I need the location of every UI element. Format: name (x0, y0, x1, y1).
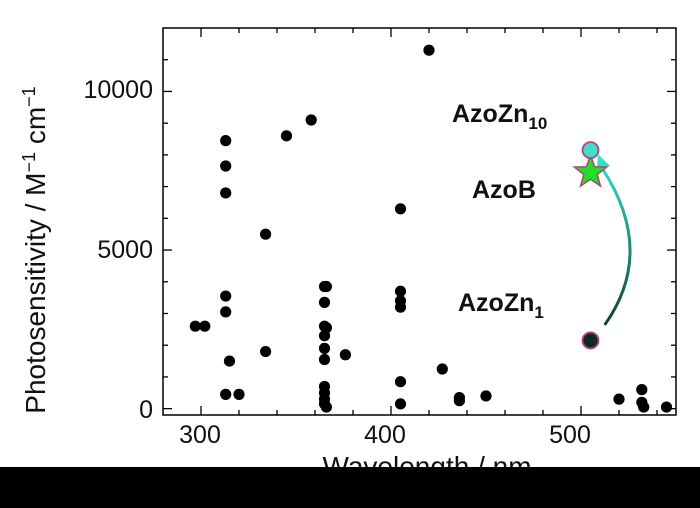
data-point (305, 114, 317, 126)
data-points (189, 44, 673, 413)
y-tick-label-10000: 10000 (83, 76, 153, 104)
x-tick-label-300: 300 (179, 421, 221, 449)
y-axis-title: Photosensitivity / M−1 cm−1 (19, 86, 51, 413)
data-point (318, 296, 331, 308)
data-point (660, 401, 673, 413)
data-point (394, 398, 407, 410)
data-point (199, 320, 211, 332)
y-tick-label-0: 0 (139, 396, 153, 424)
data-point (220, 135, 232, 147)
data-point (480, 390, 492, 402)
x-axis-title: Wavelength / nm (322, 451, 531, 467)
trend-arrow (600, 167, 632, 326)
x-tick-label-400: 400 (364, 421, 406, 449)
data-point (423, 44, 435, 56)
data-point (280, 130, 293, 142)
data-point (318, 342, 331, 354)
data-point (220, 160, 232, 172)
data-point (223, 355, 236, 367)
data-point (220, 306, 232, 318)
x-tick-label-500: 500 (549, 421, 591, 449)
data-point (436, 363, 448, 375)
data-point (339, 349, 351, 361)
highlight-circle-marker (581, 331, 600, 350)
data-point (233, 388, 245, 400)
data-point (394, 285, 407, 297)
y-tick-label-5000: 5000 (97, 236, 153, 264)
data-point (394, 301, 407, 313)
label-azozn10: AzoZn10 (452, 100, 547, 133)
highlight-circle-marker (581, 141, 600, 160)
photosensitivity-chart: AzoZn10 AzoB AzoZn1 300 400 500 0 5000 1… (19, 27, 677, 467)
data-point (638, 401, 650, 413)
label-azozn1: AzoZn1 (458, 289, 544, 322)
chart-panel: AzoZn10 AzoB AzoZn1 300 400 500 0 5000 1… (0, 0, 700, 467)
trend-arrowhead (597, 154, 610, 170)
label-azob: AzoB (472, 176, 536, 204)
data-point (220, 290, 232, 302)
data-point (220, 187, 232, 199)
data-point (260, 345, 272, 358)
data-point (453, 395, 465, 407)
data-point (318, 353, 331, 366)
data-point (318, 330, 331, 342)
axis-ticks (163, 28, 676, 415)
data-point (260, 228, 272, 240)
data-point (320, 401, 332, 413)
data-point (220, 388, 232, 400)
plot-frame (162, 27, 677, 416)
data-point (320, 280, 332, 293)
highlight-points (572, 141, 609, 350)
highlight-star-marker (572, 153, 609, 188)
data-point (613, 393, 625, 405)
data-point (636, 384, 648, 396)
data-point (189, 320, 201, 332)
data-point (394, 203, 407, 215)
data-point (394, 376, 407, 388)
